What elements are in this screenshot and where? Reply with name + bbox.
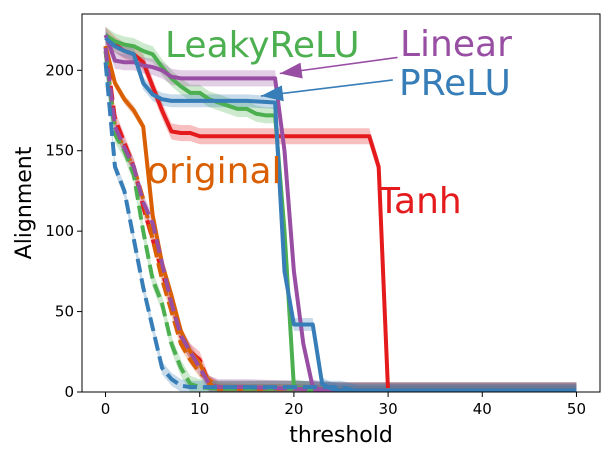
series-line-1 [104,33,577,392]
x-tick-label: 0 [101,400,111,418]
annotation-prelu-label: PReLU [399,63,511,104]
arrow-shaft-2 [260,79,393,97]
x-tick-label: 20 [284,400,303,418]
y-tick-label: 100 [45,222,74,240]
series-line-10 [103,62,577,392]
y-tick-label: 50 [55,303,74,321]
arrow-head-1 [279,62,303,79]
y-tick-label: 200 [45,61,74,79]
plot-frame [81,13,601,393]
series-band-7 [105,26,577,392]
annotation-tanh-label: Tanh [377,181,462,222]
series-line-9 [104,36,577,392]
y-tick-label: 150 [45,142,74,160]
y-tick-label: 0 [64,383,74,401]
x-tick-label: 30 [379,400,398,418]
annotation-leakyrelu-label: LeakyReLU [165,25,360,66]
x-axis-label: threshold [289,423,393,448]
arrow-head-2 [260,85,284,102]
x-tick-label: 40 [473,400,492,418]
annotation-original-label: original [147,151,282,192]
x-tick-label: 50 [567,400,586,418]
series-lines [103,33,577,392]
annotation-linear-label: Linear [400,24,512,65]
x-tick-label: 10 [190,400,209,418]
y-axis-label: Alignment [12,146,37,259]
confidence-bands [105,26,577,392]
axes: 0 10 20 30 40 50 0 50 100 150 200 [45,13,601,418]
